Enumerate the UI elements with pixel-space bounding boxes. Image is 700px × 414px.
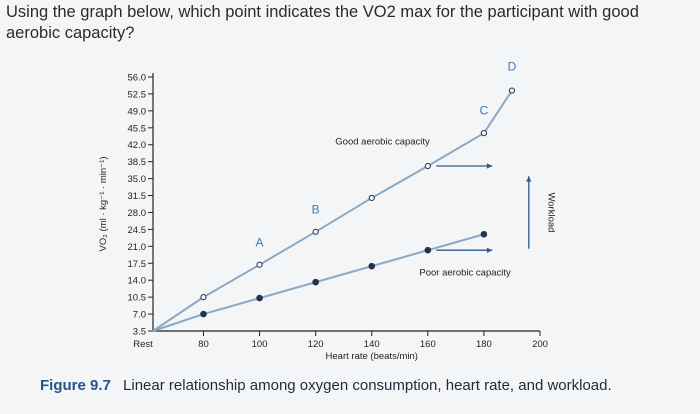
x-tick-label: 160 [420,339,436,350]
y-tick-label: 3.5 [133,327,146,338]
y-tick-label: 17.5 [128,259,147,270]
point-label: D [508,60,517,74]
x-tick-label: 80 [198,339,209,350]
y-tick-label: 10.5 [128,293,147,304]
data-point [368,194,375,202]
series-annotation: Poor aerobic capacity [419,267,511,278]
data-point [312,278,319,286]
series-annotation: Good aerobic capacity [335,137,430,148]
x-axis-label: Heart rate (beats/min) [326,351,418,362]
x-tick-label: 180 [476,339,492,350]
arrow-head [526,176,532,182]
y-tick-label: 7.0 [133,310,146,321]
chart-annotations: Good aerobic capacity Poor aerobic capaci… [335,137,556,279]
data-point [480,130,488,137]
data-point [200,310,207,318]
figure-caption: Figure 9.7 Linear relationship among oxy… [40,377,612,394]
point-label: B [312,202,320,216]
y-tick-label: 52.5 [128,89,147,100]
point-label: A [256,235,264,249]
y-tick-label: 31.5 [128,191,147,202]
question-text: Using the graph below, which point indic… [6,3,639,42]
arrow-head [486,247,493,253]
vo2-heart-rate-chart: 3.5 7.0 10.5 14.0 17.5 21.0 24.5 28.0 31.5 35.0 38… [98,60,556,363]
x-tick-label: 200 [532,339,548,350]
data-point [480,230,488,238]
y-tick-label: 42.0 [128,140,147,151]
y-axis-label: VO₂ (ml · kg⁻¹ · min⁻¹) [98,157,109,252]
y-tick-label: 35.0 [128,174,147,185]
y-tick-label: 56.0 [128,73,147,84]
arrow-head [486,163,493,169]
x-tick-label: 120 [308,339,324,350]
figure-number: Figure 9.7 [40,377,111,394]
data-point [256,261,263,268]
x-tick-label: 140 [364,339,380,350]
arrow [436,163,493,169]
x-tick-label: 100 [252,339,268,350]
chart-axes: 3.5 7.0 10.5 14.0 17.5 21.0 24.5 28.0 31.5 35.0 38… [98,73,548,363]
point-label: C [480,104,489,118]
data-point [508,87,516,94]
chart-series [152,89,513,332]
y-tick-label: 45.5 [128,123,147,134]
y-tick-label: 38.5 [128,157,147,168]
workload-label: Workload [545,192,556,232]
y-tick-label: 14.0 [128,276,147,287]
data-point [424,162,431,170]
data-point [200,294,207,301]
y-tick-label: 24.5 [128,225,147,236]
y-tick-label: 28.0 [128,208,147,219]
x-tick-label: Rest [133,339,153,350]
chart-marks: A B C D [200,60,517,318]
figure-caption-text: Linear relationship among oxygen consump… [123,377,612,394]
y-tick-label: 21.0 [128,242,147,253]
arrow [436,247,493,253]
series-line [152,89,513,332]
arrow [526,176,532,249]
data-point [312,228,319,235]
data-point [424,246,432,254]
y-tick-label: 49.0 [128,106,147,117]
data-point [256,294,263,302]
data-point [368,262,376,270]
